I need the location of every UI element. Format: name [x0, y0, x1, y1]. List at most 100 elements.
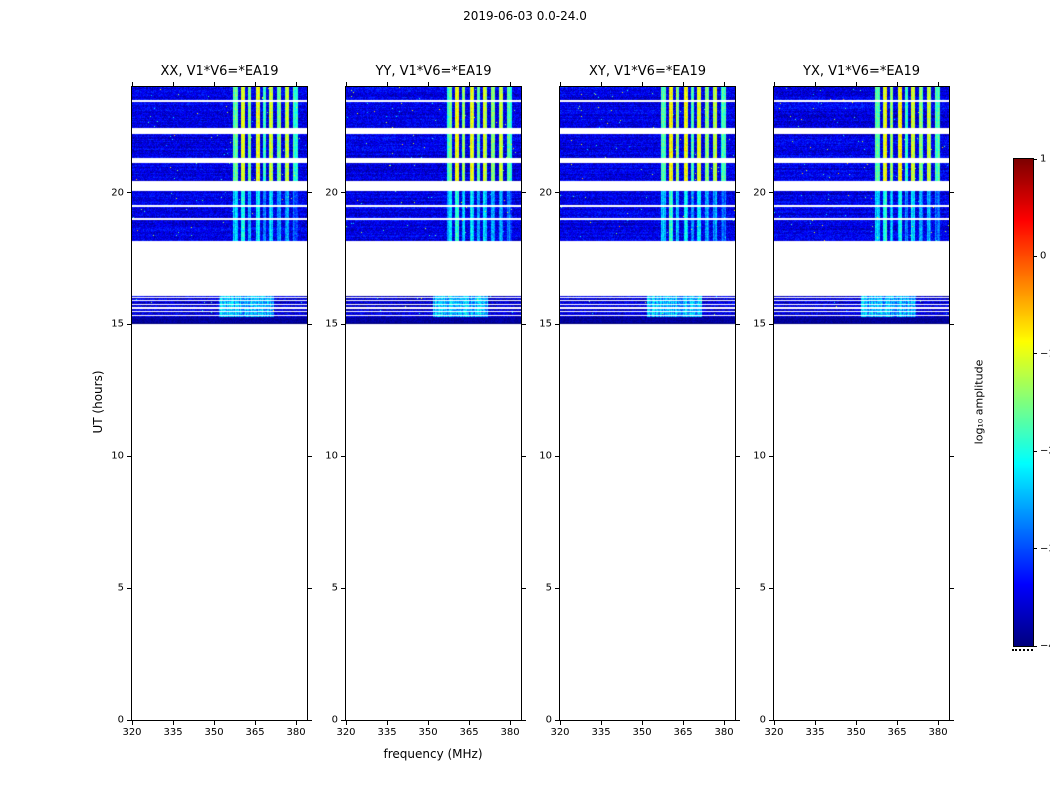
x-tick	[723, 721, 725, 725]
panel-yy: YY, V1*V6=*EA19 320 335 350 365 380 0 5 10 15 20	[325, 64, 526, 738]
y-tick	[769, 455, 773, 457]
colorbar-tick	[1034, 645, 1037, 647]
y-tick	[555, 323, 559, 325]
y-tick-label: 10	[539, 450, 552, 462]
x-tick	[213, 721, 215, 725]
y-tick-label: 0	[545, 714, 552, 726]
y-tick	[308, 587, 312, 589]
y-tick	[341, 192, 345, 193]
y-tick	[736, 192, 740, 193]
spectrogram-canvas-xy	[560, 87, 735, 720]
x-tick-label: 350	[632, 727, 652, 738]
y-tick	[127, 192, 131, 193]
y-tick	[308, 719, 312, 721]
panel-xy: XY, V1*V6=*EA19 320 335 350 365 380 0 5 10 15 20	[539, 64, 740, 738]
x-tick-label: 380	[714, 727, 734, 738]
y-tick	[769, 323, 773, 325]
y-tick-label: 0	[331, 714, 338, 726]
x-tick-label: 380	[928, 727, 948, 738]
x-tick-label: 350	[846, 727, 866, 738]
x-tick	[295, 721, 297, 725]
x-tick	[468, 82, 470, 86]
colorbar-tick	[1034, 548, 1037, 550]
y-tick	[555, 587, 559, 589]
spectrogram-canvas-yy	[346, 87, 521, 720]
y-tick	[555, 455, 559, 457]
x-tick-label: 365	[887, 727, 907, 738]
x-tick	[723, 82, 725, 86]
y-tick	[522, 455, 526, 457]
x-tick	[427, 82, 429, 86]
x-tick-label: 320	[550, 727, 570, 738]
x-tick	[172, 721, 174, 725]
colorbar-tick-label: −1	[1040, 348, 1050, 360]
spectrogram-canvas-xx	[132, 87, 307, 720]
x-tick	[386, 721, 388, 725]
x-tick	[427, 721, 429, 725]
x-tick	[559, 82, 561, 86]
x-tick	[773, 82, 775, 86]
spectrogram-canvas-yx	[774, 87, 949, 720]
x-tick	[213, 82, 215, 86]
y-tick	[950, 719, 954, 721]
y-tick	[127, 455, 131, 457]
x-tick	[295, 82, 297, 86]
x-tick-label: 365	[673, 727, 693, 738]
y-tick-label: 0	[117, 714, 124, 726]
x-tick	[896, 82, 898, 86]
y-tick-label: 10	[325, 450, 338, 462]
y-tick	[522, 323, 526, 325]
y-tick	[341, 719, 345, 721]
x-tick	[600, 82, 602, 86]
x-tick-label: 365	[245, 727, 265, 738]
y-tick-label: 0	[759, 714, 766, 726]
y-tick	[308, 455, 312, 457]
y-tick	[950, 323, 954, 325]
y-tick	[736, 323, 740, 325]
colorbar-tick	[1034, 158, 1037, 160]
y-tick	[769, 719, 773, 721]
x-tick	[682, 82, 684, 86]
figure-title: 2019-06-03 0.0-24.0	[463, 9, 587, 23]
x-tick	[682, 721, 684, 725]
y-tick-label: 5	[117, 582, 124, 594]
x-tick	[937, 82, 939, 86]
y-tick	[950, 587, 954, 589]
y-tick	[522, 587, 526, 589]
x-tick	[641, 82, 643, 86]
x-tick-label: 320	[764, 727, 784, 738]
x-tick	[937, 721, 939, 725]
x-tick	[254, 721, 256, 725]
x-tick-label: 320	[122, 727, 142, 738]
y-tick	[950, 192, 954, 193]
y-tick-label: 5	[331, 582, 338, 594]
colorbar-tick-label: 1	[1040, 153, 1047, 165]
panel-title: YY, V1*V6=*EA19	[375, 64, 492, 79]
y-tick-label: 5	[545, 582, 552, 594]
y-tick	[736, 587, 740, 589]
x-tick-label: 335	[377, 727, 397, 738]
x-tick	[814, 82, 816, 86]
x-tick	[773, 721, 775, 725]
y-tick	[950, 455, 954, 457]
colorbar: 1 0 −1 −2 −3 −4	[1013, 154, 1050, 652]
x-tick-label: 365	[459, 727, 479, 738]
x-tick	[814, 721, 816, 725]
y-tick	[127, 323, 131, 325]
panel-title: YX, V1*V6=*EA19	[803, 64, 920, 79]
x-tick	[386, 82, 388, 86]
colorbar-tick	[1034, 255, 1037, 257]
y-tick	[308, 323, 312, 325]
x-tick-label: 380	[286, 727, 306, 738]
x-tick	[172, 82, 174, 86]
colorbar-label: log₁₀ amplitude	[972, 359, 986, 445]
x-tick-label: 350	[204, 727, 224, 738]
x-tick	[131, 721, 133, 725]
x-tick	[345, 82, 347, 86]
y-tick	[555, 719, 559, 721]
x-tick	[855, 721, 857, 725]
panel-title: XY, V1*V6=*EA19	[589, 64, 706, 79]
y-tick-label: 15	[539, 318, 552, 330]
y-tick-label: 20	[539, 187, 552, 198]
